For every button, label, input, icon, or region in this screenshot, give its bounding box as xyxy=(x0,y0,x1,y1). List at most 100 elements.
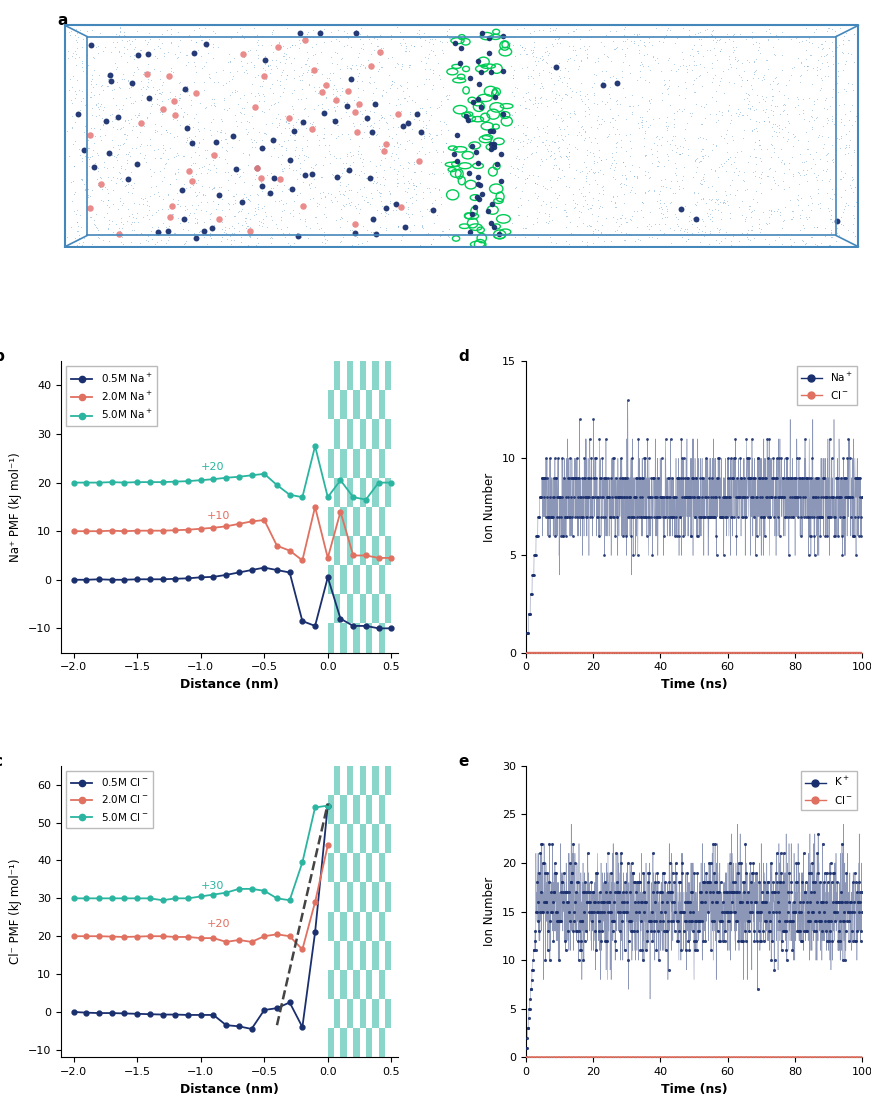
Point xyxy=(643,489,657,506)
Point xyxy=(85,21,99,39)
Point xyxy=(704,105,718,122)
Point xyxy=(549,864,563,881)
Point xyxy=(834,129,847,147)
Point xyxy=(261,58,275,76)
Point xyxy=(711,884,725,902)
Point xyxy=(636,508,650,525)
Point xyxy=(167,148,181,166)
Point xyxy=(551,118,565,136)
Point xyxy=(636,208,650,226)
Point xyxy=(618,45,632,62)
Point xyxy=(785,884,799,902)
Point xyxy=(584,1048,598,1066)
Point xyxy=(552,138,566,156)
Point xyxy=(719,33,733,51)
Point xyxy=(341,29,354,47)
Point xyxy=(568,138,582,156)
Point xyxy=(679,942,692,959)
Point xyxy=(406,194,420,211)
Point xyxy=(658,1048,672,1066)
Point xyxy=(189,33,203,51)
Point xyxy=(685,1048,699,1066)
Point xyxy=(557,932,571,949)
Point xyxy=(579,884,593,902)
Point xyxy=(690,913,704,930)
Point xyxy=(522,1009,536,1027)
Point xyxy=(703,210,717,228)
Point xyxy=(562,37,576,55)
Point xyxy=(544,69,558,87)
Point xyxy=(631,893,645,910)
Point xyxy=(223,52,237,70)
Point xyxy=(343,196,357,214)
Point xyxy=(828,141,842,159)
Bar xyxy=(327,506,334,536)
Point xyxy=(705,177,719,195)
Point xyxy=(796,161,810,179)
Point xyxy=(836,216,850,234)
Bar xyxy=(385,824,391,854)
Point xyxy=(360,117,374,135)
Point xyxy=(352,45,366,62)
Point xyxy=(738,643,752,661)
Point xyxy=(627,167,641,185)
Point xyxy=(551,71,565,89)
Point xyxy=(764,135,778,152)
Point xyxy=(591,903,605,920)
Bar xyxy=(379,1028,385,1057)
Point xyxy=(540,41,554,59)
Point xyxy=(568,194,582,211)
Point xyxy=(91,221,105,239)
Point xyxy=(128,38,142,56)
Point xyxy=(193,93,207,111)
Point xyxy=(141,72,155,90)
Point xyxy=(196,186,210,204)
Point xyxy=(697,1048,711,1066)
Point xyxy=(679,469,692,486)
Point xyxy=(846,528,860,545)
Point xyxy=(695,115,709,132)
Point xyxy=(168,100,182,118)
Point xyxy=(807,226,821,244)
Point xyxy=(97,191,111,209)
Point xyxy=(618,176,632,194)
Point xyxy=(62,50,76,68)
Point xyxy=(221,195,235,213)
Point xyxy=(522,1048,536,1066)
Point xyxy=(118,112,132,130)
Point xyxy=(324,190,338,208)
Point xyxy=(194,31,208,49)
Point xyxy=(798,235,812,253)
Point xyxy=(279,112,293,130)
Point xyxy=(790,190,804,208)
Point xyxy=(736,1048,750,1066)
Point xyxy=(588,489,602,506)
Point xyxy=(375,197,388,215)
Point xyxy=(189,175,203,193)
Point xyxy=(726,75,740,92)
Point xyxy=(703,221,717,239)
Bar xyxy=(341,449,347,477)
Point xyxy=(140,206,154,224)
Point xyxy=(181,81,195,99)
Point xyxy=(538,124,552,141)
Point xyxy=(772,1048,786,1066)
Point xyxy=(551,107,565,125)
Point xyxy=(712,1048,726,1066)
Point xyxy=(761,450,775,467)
Point xyxy=(557,528,571,545)
Point xyxy=(79,69,93,87)
Point xyxy=(773,489,787,506)
Point xyxy=(702,1048,716,1066)
Point xyxy=(738,469,752,486)
Point xyxy=(108,55,122,72)
Point xyxy=(665,884,679,902)
Point xyxy=(123,36,137,53)
Point xyxy=(156,136,170,154)
Point xyxy=(98,98,111,116)
Point xyxy=(523,131,537,149)
Point xyxy=(774,643,788,661)
Point xyxy=(173,197,187,215)
Point xyxy=(689,210,703,228)
Point xyxy=(192,223,206,240)
